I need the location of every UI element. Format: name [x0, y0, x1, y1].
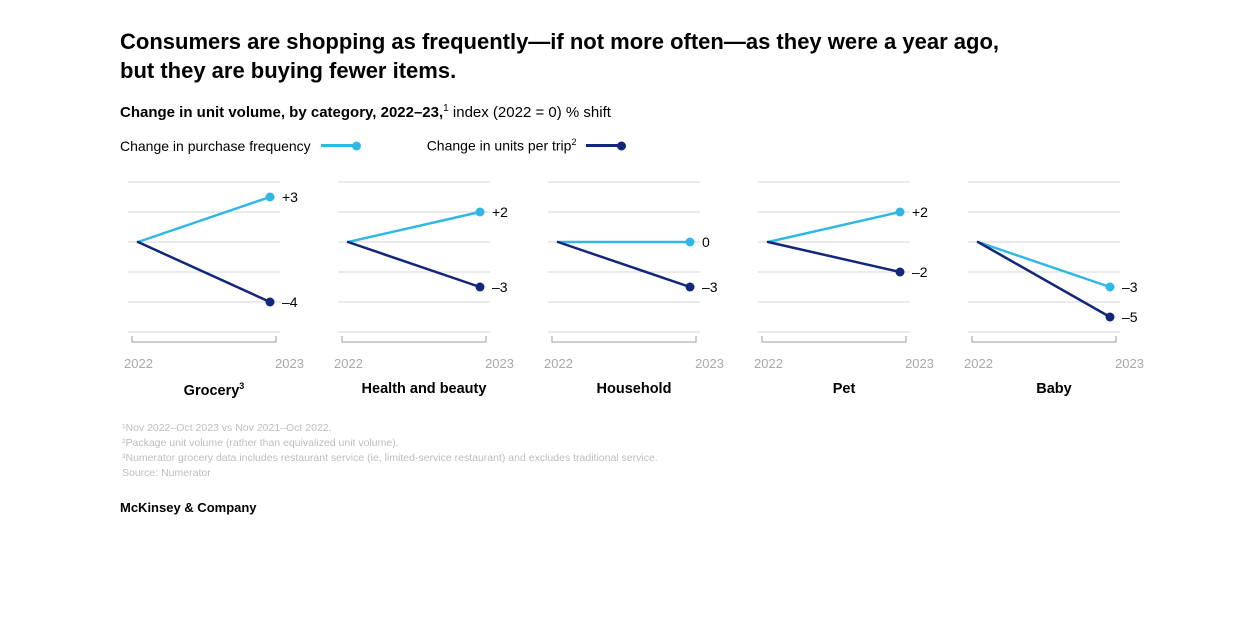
footnote-source: Source: Numerator: [122, 466, 1148, 481]
axis-years: 2022 2023: [750, 356, 938, 371]
chart-panel: +2 –2 2022 2023 Pet: [750, 180, 938, 399]
axis-years: 2022 2023: [120, 356, 308, 371]
panel-label: Household: [540, 381, 728, 397]
chart-plot: –3 –5: [960, 180, 1148, 350]
brand-attribution: McKinsey & Company: [120, 500, 1148, 515]
axis-years: 2022 2023: [330, 356, 518, 371]
data-label: –3: [1122, 279, 1138, 295]
year-start: 2022: [754, 356, 783, 371]
legend-swatch-a: [321, 144, 357, 147]
panel-label: Health and beauty: [330, 381, 518, 397]
chart-subtitle: Change in unit volume, by category, 2022…: [120, 103, 1148, 121]
year-end: 2023: [905, 356, 934, 371]
axis-years: 2022 2023: [540, 356, 728, 371]
footnote-1: ¹Nov 2022–Oct 2023 vs Nov 2021–Oct 2022.: [122, 421, 1148, 436]
panel-label: Grocery3: [120, 381, 308, 399]
charts-row: +3 –4 2022 2023 Grocery3 +2 –3 2022 2023 Health a…: [120, 180, 1148, 399]
chart-plot: 0 –3: [540, 180, 728, 350]
year-end: 2023: [1115, 356, 1144, 371]
footnotes: ¹Nov 2022–Oct 2023 vs Nov 2021–Oct 2022.…: [122, 421, 1148, 482]
year-end: 2023: [695, 356, 724, 371]
legend-swatch-b: [586, 144, 622, 147]
data-label: 0: [702, 234, 710, 250]
legend-item-units: Change in units per trip2: [427, 137, 623, 154]
footnote-2: ²Package unit volume (rather than equiva…: [122, 436, 1148, 451]
chart-panel: –3 –5 2022 2023 Baby: [960, 180, 1148, 399]
chart-panel: 0 –3 2022 2023 Household: [540, 180, 728, 399]
legend-item-frequency: Change in purchase frequency: [120, 137, 357, 154]
year-start: 2022: [964, 356, 993, 371]
data-label: +3: [282, 189, 298, 205]
chart-panel: +3 –4 2022 2023 Grocery3: [120, 180, 308, 399]
year-start: 2022: [544, 356, 573, 371]
legend-label-b: Change in units per trip2: [427, 137, 577, 154]
data-label: –2: [912, 264, 928, 280]
chart-panel: +2 –3 2022 2023 Health and beauty: [330, 180, 518, 399]
panel-label: Pet: [750, 381, 938, 397]
chart-plot: +3 –4: [120, 180, 308, 350]
year-start: 2022: [334, 356, 363, 371]
legend: Change in purchase frequency Change in u…: [120, 137, 1148, 154]
page-title: Consumers are shopping as frequently—if …: [120, 28, 1020, 85]
data-label: –5: [1122, 309, 1138, 325]
chart-plot: +2 –2: [750, 180, 938, 350]
year-start: 2022: [124, 356, 153, 371]
data-label: +2: [912, 204, 928, 220]
data-label: –4: [282, 294, 298, 310]
subtitle-bold: Change in unit volume, by category, 2022…: [120, 104, 443, 121]
chart-plot: +2 –3: [330, 180, 518, 350]
legend-label-a: Change in purchase frequency: [120, 138, 311, 154]
year-end: 2023: [275, 356, 304, 371]
footnote-3: ³Numerator grocery data includes restaur…: [122, 451, 1148, 466]
panel-label: Baby: [960, 381, 1148, 397]
data-label: +2: [492, 204, 508, 220]
year-end: 2023: [485, 356, 514, 371]
axis-years: 2022 2023: [960, 356, 1148, 371]
data-label: –3: [702, 279, 718, 295]
subtitle-rest: index (2022 = 0) % shift: [449, 104, 611, 121]
data-label: –3: [492, 279, 508, 295]
